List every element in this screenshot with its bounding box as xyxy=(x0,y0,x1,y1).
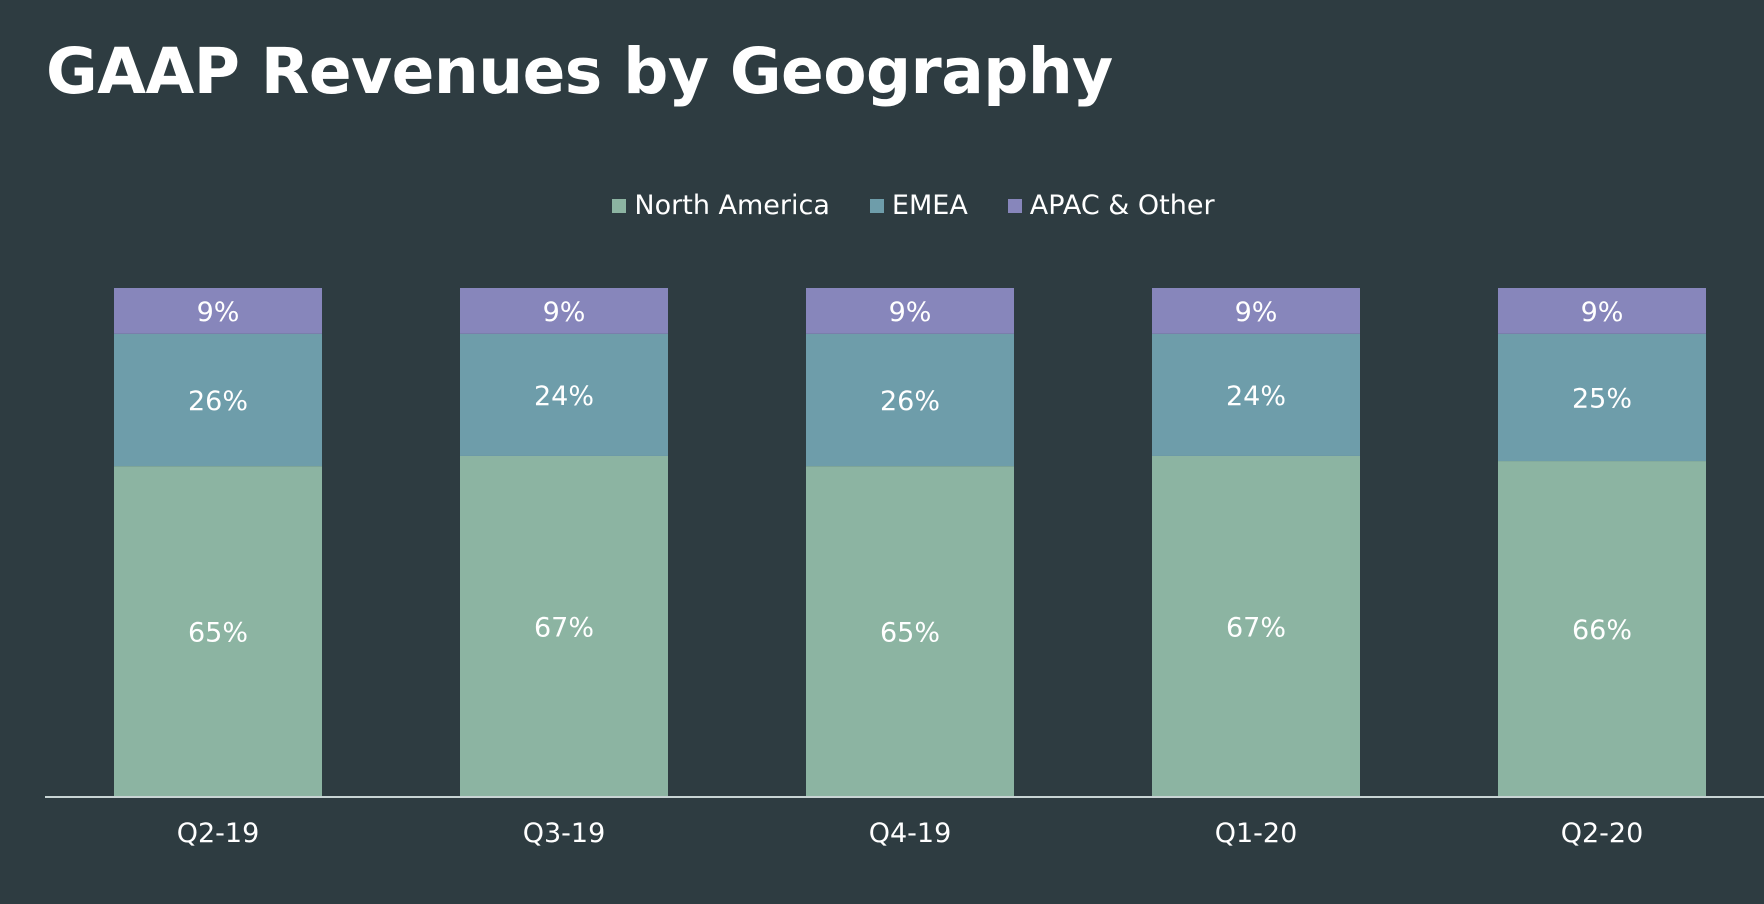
bar-segment-emea-q2-19 xyxy=(114,333,322,467)
bar-segment-apac-other-q2-19 xyxy=(114,288,322,334)
bar-segment-north-america-q2-19 xyxy=(114,466,322,797)
data-label: 9% xyxy=(889,297,932,328)
legend-item-emea: EMEA xyxy=(869,190,968,221)
data-label: 9% xyxy=(1235,297,1278,328)
data-label: 26% xyxy=(880,386,940,417)
legend-swatch-north-america xyxy=(612,198,627,213)
x-tick-label: Q3-19 xyxy=(523,818,606,849)
data-label: 65% xyxy=(188,618,248,649)
legend-label-north-america: North America xyxy=(634,190,830,221)
chart-title: GAAP Revenues by Geography xyxy=(46,35,1113,108)
bar-segment-emea-q4-19 xyxy=(806,333,1014,467)
legend-label-emea: EMEA xyxy=(891,190,968,221)
bar-segment-apac-other-q4-19 xyxy=(806,288,1014,334)
legend-item-north-america: North America xyxy=(612,190,830,221)
legend-label-apac: APAC & Other xyxy=(1029,190,1215,221)
data-label: 67% xyxy=(534,612,594,643)
chart-legend: North America EMEA APAC & Other xyxy=(0,190,1764,221)
x-tick-label: Q2-20 xyxy=(1561,818,1644,849)
data-label: 26% xyxy=(188,386,248,417)
bar-segment-north-america-q1-20 xyxy=(1152,455,1360,797)
legend-swatch-emea xyxy=(869,198,884,213)
bar-segment-north-america-q2-20 xyxy=(1498,461,1706,797)
data-label: 25% xyxy=(1572,383,1632,414)
data-label: 67% xyxy=(1226,612,1286,643)
bar-segment-north-america-q3-19 xyxy=(460,455,668,797)
data-label: 24% xyxy=(1226,381,1286,412)
bar-segment-apac-other-q1-20 xyxy=(1152,288,1360,334)
data-label: 9% xyxy=(197,297,240,328)
bar-segment-apac-other-q3-19 xyxy=(460,288,668,334)
legend-swatch-apac xyxy=(1007,198,1022,213)
bar-segment-emea-q3-19 xyxy=(460,333,668,456)
bar-segment-emea-q2-20 xyxy=(1498,333,1706,462)
x-tick-label: Q4-19 xyxy=(869,818,952,849)
legend-item-apac: APAC & Other xyxy=(1007,190,1215,221)
bar-segment-north-america-q4-19 xyxy=(806,466,1014,797)
data-label: 65% xyxy=(880,618,940,649)
bar-segment-emea-q1-20 xyxy=(1152,333,1360,456)
x-tick-label: Q1-20 xyxy=(1215,818,1298,849)
data-label: 9% xyxy=(543,297,586,328)
data-label: 66% xyxy=(1572,615,1632,646)
data-label: 9% xyxy=(1581,297,1624,328)
x-tick-label: Q2-19 xyxy=(177,818,260,849)
data-label: 24% xyxy=(534,381,594,412)
bar-segment-apac-other-q2-20 xyxy=(1498,288,1706,334)
